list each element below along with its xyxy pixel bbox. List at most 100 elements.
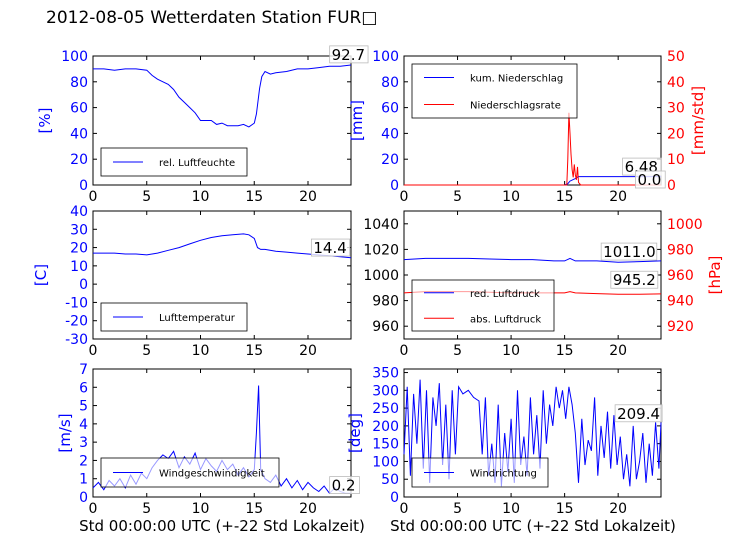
legend-label: abs. Luftdruck — [470, 314, 541, 325]
legend-label: Lufttemperatur — [159, 313, 236, 324]
series-group — [93, 233, 352, 259]
legend-box — [411, 279, 555, 332]
x-tick-label: 5 — [142, 189, 151, 205]
y-tick-label: 80 — [70, 75, 88, 91]
series-line-0 — [403, 379, 662, 487]
x-tick-label: 20 — [609, 501, 627, 517]
y-tick-label: 20 — [381, 152, 399, 168]
annotation-box — [310, 238, 351, 257]
x-tick-label: 15 — [245, 189, 263, 205]
legend-label: rel. Luftfeuchte — [159, 158, 235, 169]
annotation-label: 92.7 — [332, 46, 365, 64]
y-right-tick-label: 920 — [667, 319, 694, 335]
y-tick-label: 350 — [372, 366, 399, 382]
legend: Windrichtung — [411, 457, 549, 488]
series-group — [93, 64, 352, 128]
y-tick-label: 3 — [79, 435, 88, 451]
panel-pressure: 0 5 10 15 20 960 980 1000 1020 1040 920 940 960 980 10… — [363, 210, 724, 359]
y-tick-label: 40 — [381, 126, 399, 142]
x-tick-label: 0 — [89, 189, 98, 205]
legend-label: Windgeschwindigkeit — [159, 469, 265, 480]
x-tick-label: 10 — [502, 343, 520, 359]
annotation-box — [329, 45, 369, 64]
y-tick-label: 1000 — [363, 268, 399, 284]
y-right-tick-label: 940 — [667, 294, 694, 310]
annotation-group: 209.4 — [614, 404, 663, 423]
annotation-group: 92.7 — [329, 45, 369, 64]
y-tick-label: 50 — [381, 472, 399, 488]
y-tick-label: 6 — [79, 380, 88, 396]
y-tick-label: 250 — [372, 401, 399, 417]
y-tick-label: 20 — [70, 152, 88, 168]
y-tick-label: 200 — [372, 419, 399, 435]
x-tick-label: 10 — [502, 189, 520, 205]
x-tick-label: 5 — [453, 343, 462, 359]
x-axis-label: Std 00:00:00 UTC (+-22 Std Lokalzeit) — [390, 517, 676, 535]
y-tick-label: -10 — [65, 295, 88, 311]
annotation-group: 14.4 — [310, 238, 351, 257]
y-tick-label: 4 — [79, 417, 88, 433]
y-tick-label: -20 — [65, 314, 88, 330]
y-right-tick-label: 40 — [667, 75, 685, 91]
legend-label: Niederschlagsrate — [470, 101, 561, 112]
x-tick-label: 5 — [453, 189, 462, 205]
legend: red. Luftdruck abs. Luftdruck — [411, 279, 555, 332]
legend-box — [411, 63, 578, 119]
series-line-0 — [404, 176, 661, 186]
y-tick-label: 1040 — [363, 217, 399, 233]
y-right-tick-label: 30 — [667, 101, 685, 117]
y-tick-label: 40 — [70, 126, 88, 142]
y-tick-label: 20 — [70, 241, 88, 257]
y-tick-label: 150 — [372, 437, 399, 453]
x-tick-label: 15 — [245, 343, 263, 359]
y-tick-label: 980 — [372, 294, 399, 310]
annotation-label: 0.2 — [332, 477, 356, 495]
legend-label: Windrichtung — [470, 469, 537, 480]
x-tick-label: 15 — [245, 501, 263, 517]
panel-humidity: 0 5 10 15 20 0 20 40 60 80 100 92.7 rel. Luftfeuch… — [36, 45, 369, 205]
annotation-label: 0.0 — [637, 171, 661, 189]
x-tick-label: 20 — [609, 189, 627, 205]
annotation-group: 6.480.0 — [622, 157, 666, 189]
y-tick-label: 7 — [79, 362, 88, 378]
series-group — [404, 112, 661, 186]
y-tick-label: 0 — [390, 490, 399, 506]
annotation-box — [635, 170, 666, 189]
legend: Windgeschwindigkeit — [100, 457, 280, 488]
x-tick-label: 10 — [192, 189, 210, 205]
y-tick-label: 10 — [70, 259, 88, 275]
y-tick-label: -30 — [65, 332, 88, 348]
y-axis-label: [mm] — [348, 100, 366, 141]
annotation-box — [600, 242, 658, 261]
x-tick-label: 0 — [89, 343, 98, 359]
x-tick-label: 0 — [400, 501, 409, 517]
y-axis-label: [%] — [36, 108, 54, 134]
y-axis-label: [m/s] — [56, 413, 74, 452]
x-tick-label: 20 — [299, 501, 317, 517]
legend: kum. Niederschlag Niederschlagsrate — [411, 63, 578, 119]
y-tick-label: 100 — [61, 49, 88, 65]
annotation-group: 0.2 — [329, 476, 360, 495]
tick-group: 0 5 10 15 20 0 20 40 60 80 100 0 10 20 30 40 50 — [372, 49, 685, 205]
y-tick-label: 5 — [79, 399, 88, 415]
y-axis-label: [C] — [32, 264, 50, 286]
x-tick-label: 0 — [400, 343, 409, 359]
y-tick-label: 1020 — [363, 242, 399, 258]
x-tick-label: 0 — [400, 189, 409, 205]
annotation-label: 945.2 — [613, 271, 656, 289]
tick-group: 0 5 10 15 20 0 20 40 60 80 100 — [61, 49, 351, 205]
x-tick-label: 20 — [609, 343, 627, 359]
annotation-label: 14.4 — [313, 239, 346, 257]
series-line-1 — [404, 112, 661, 186]
series-line-0 — [403, 257, 662, 263]
y-right-tick-label: 50 — [667, 49, 685, 65]
y-axis-label-right: [hPa] — [706, 256, 724, 295]
y-tick-label: 960 — [372, 319, 399, 335]
y-tick-label: 30 — [70, 222, 88, 238]
y-tick-label: 300 — [372, 383, 399, 399]
annotation-label: 209.4 — [617, 405, 660, 423]
y-tick-label: 100 — [372, 454, 399, 470]
